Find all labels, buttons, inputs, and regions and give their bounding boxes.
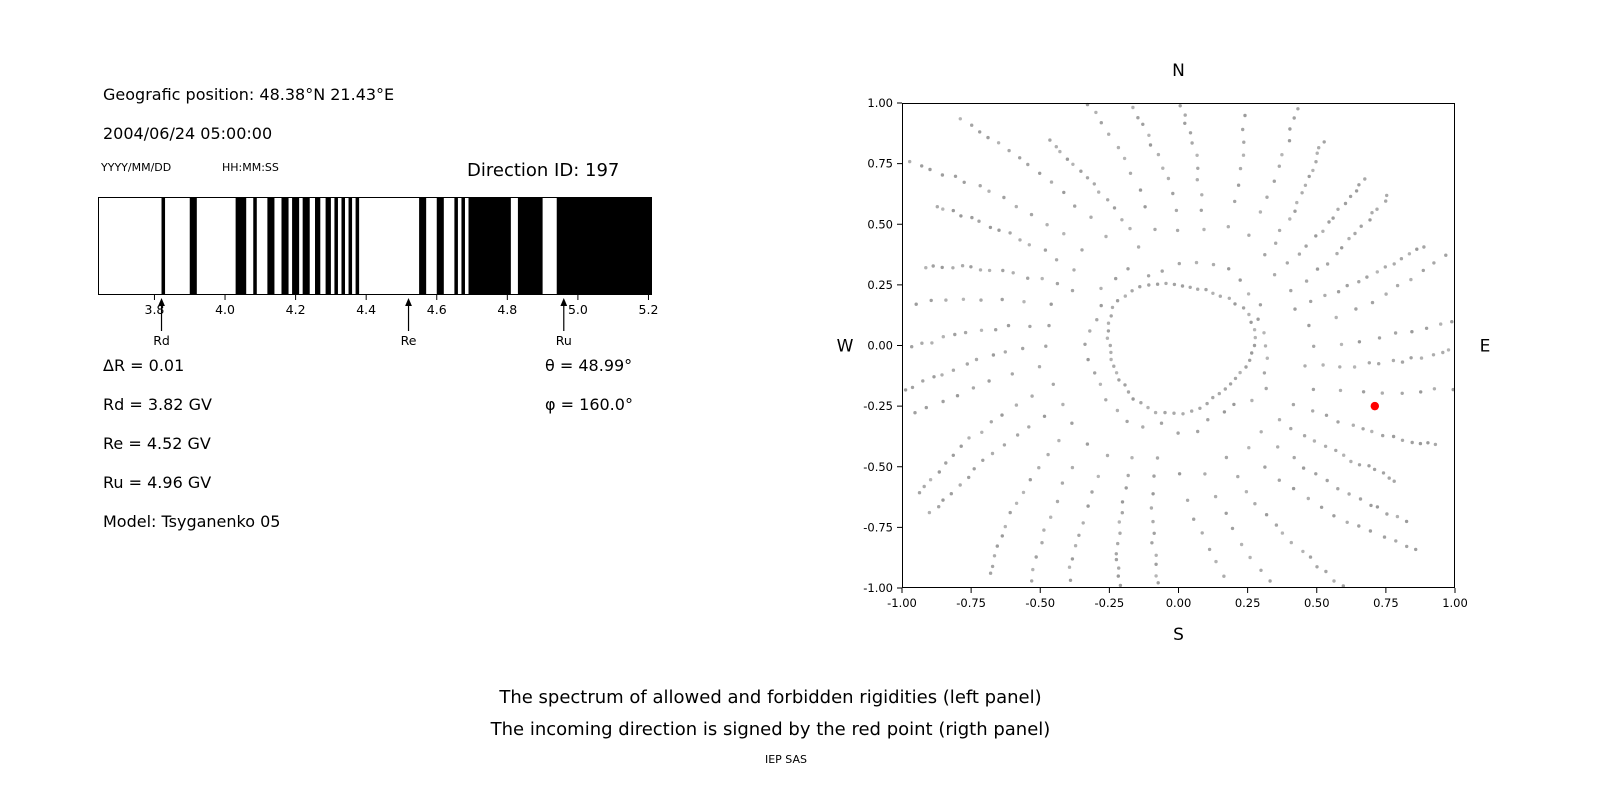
svg-text:0.00: 0.00 bbox=[1166, 596, 1192, 610]
svg-text:0.00: 0.00 bbox=[867, 339, 893, 353]
svg-text:0.75: 0.75 bbox=[1373, 596, 1399, 610]
direction-dots bbox=[903, 102, 1455, 588]
svg-text:4.2: 4.2 bbox=[286, 302, 306, 317]
svg-text:-1.00: -1.00 bbox=[863, 581, 893, 595]
time-format-label: HH:MM:SS bbox=[222, 161, 279, 174]
date-format-label: YYYY/MM/DD bbox=[101, 161, 172, 174]
svg-text:5.0: 5.0 bbox=[568, 302, 588, 317]
svg-text:0.25: 0.25 bbox=[867, 278, 893, 292]
svg-text:4.4: 4.4 bbox=[356, 302, 376, 317]
geographic-position-label: Geografic position: 48.38°N 21.43°E bbox=[103, 85, 395, 104]
compass-west-label: W bbox=[837, 337, 854, 357]
param-delta-r: ΔR = 0.01 bbox=[103, 356, 185, 375]
red-point-marker bbox=[1370, 401, 1380, 411]
direction-plot: -1.00-1.00 -0.75 -0.75 -0.50 -0.50 -0.25 -0.25… bbox=[837, 61, 1491, 645]
credit-label: IEP SAS bbox=[764, 753, 808, 766]
rigidity-spectrum-chart: 3.8 4.0 4.2 4.4 4.6 4.8 5.0 5.2Rd Re Ru bbox=[98, 197, 658, 348]
svg-text:-0.75: -0.75 bbox=[956, 596, 986, 610]
compass-south-label: S bbox=[1173, 625, 1184, 645]
svg-text:-0.25: -0.25 bbox=[863, 399, 893, 413]
svg-text:0.50: 0.50 bbox=[867, 217, 893, 231]
svg-text:Ru: Ru bbox=[556, 333, 572, 348]
datetime-label: 2004/06/24 05:00:00 bbox=[103, 124, 273, 143]
svg-text:-0.25: -0.25 bbox=[1094, 596, 1124, 610]
spectrum-allowed-bands bbox=[161, 198, 652, 294]
caption-line-2: The incoming direction is signed by the … bbox=[490, 719, 1051, 740]
svg-text:0.25: 0.25 bbox=[1235, 596, 1261, 610]
svg-text:-0.50: -0.50 bbox=[1025, 596, 1055, 610]
svg-text:0.50: 0.50 bbox=[1304, 596, 1330, 610]
caption-line-1: The spectrum of allowed and forbidden ri… bbox=[499, 687, 1042, 708]
svg-text:1.00: 1.00 bbox=[1442, 596, 1468, 610]
svg-text:4.8: 4.8 bbox=[497, 302, 517, 317]
param-model: Model: Tsyganenko 05 bbox=[103, 512, 281, 531]
svg-text:-1.00: -1.00 bbox=[887, 596, 917, 610]
svg-text:Re: Re bbox=[401, 333, 417, 348]
spectrum-cutoff-markers: Rd Re Ru bbox=[153, 298, 572, 348]
param-ru: Ru = 4.96 GV bbox=[103, 473, 212, 492]
svg-text:1.00: 1.00 bbox=[867, 96, 893, 110]
svg-text:-0.50: -0.50 bbox=[863, 460, 893, 474]
param-theta: θ = 48.99° bbox=[545, 356, 633, 375]
svg-text:Rd: Rd bbox=[153, 333, 170, 348]
param-rd: Rd = 3.82 GV bbox=[103, 395, 212, 414]
param-phi: φ = 160.0° bbox=[545, 395, 633, 414]
svg-text:4.6: 4.6 bbox=[427, 302, 447, 317]
svg-text:4.0: 4.0 bbox=[215, 302, 235, 317]
compass-north-label: N bbox=[1172, 61, 1185, 81]
param-re: Re = 4.52 GV bbox=[103, 434, 211, 453]
svg-text:-0.75: -0.75 bbox=[863, 520, 893, 534]
direction-id-label: Direction ID: 197 bbox=[467, 160, 620, 181]
svg-text:5.2: 5.2 bbox=[639, 302, 659, 317]
compass-east-label: E bbox=[1480, 337, 1491, 357]
svg-text:0.75: 0.75 bbox=[867, 157, 893, 171]
